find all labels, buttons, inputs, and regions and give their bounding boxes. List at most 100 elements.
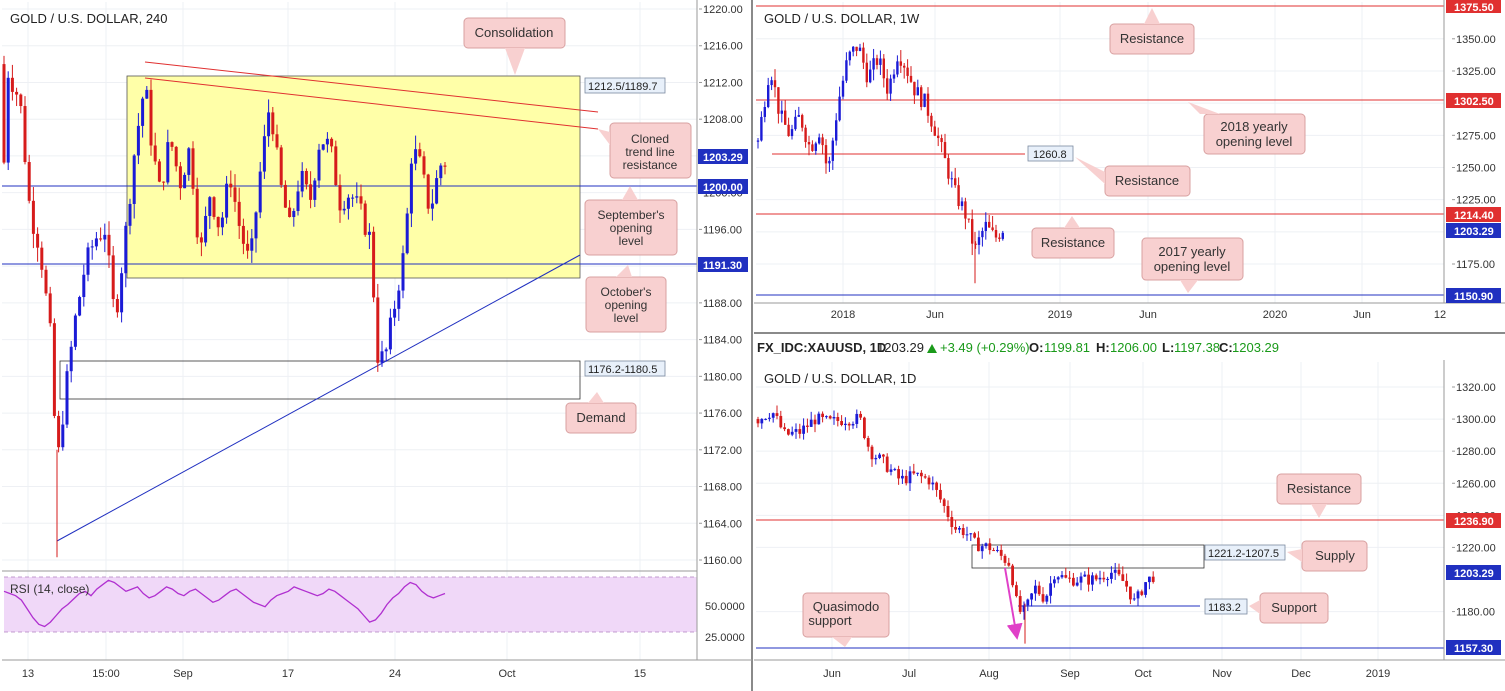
symbol-open: 1199.81 <box>1044 340 1090 355</box>
y-tick-label: 1196.00 <box>703 224 742 236</box>
h4-candle-body <box>250 238 254 251</box>
weekly-candle-body <box>801 115 804 128</box>
daily-candle-body <box>779 415 783 428</box>
cloned-trendline <box>144 77 599 130</box>
h4-october-price-tag: 1191.30 <box>703 260 742 272</box>
daily-candle-body <box>832 417 836 419</box>
h4-candle-body <box>401 253 405 291</box>
h4-candle-body <box>86 247 90 275</box>
h4-candle-body <box>195 188 199 238</box>
h4-candle-body <box>149 89 153 146</box>
demand-zone <box>59 360 581 400</box>
y-tick-label: 1176.00 <box>703 408 742 420</box>
h4-y-axis: 1220.001216.001212.001208.001204.001200.… <box>699 4 743 567</box>
y-tick-label: 1160.00 <box>703 555 742 567</box>
daily-candle-body <box>992 550 995 552</box>
daily-candle-body <box>996 549 999 551</box>
y-tick-label: 1180.00 <box>703 371 742 383</box>
daily-candle-body <box>969 533 973 535</box>
rsi-label: RSI (14, close) <box>10 582 89 596</box>
daily-candle-body <box>1125 580 1128 587</box>
h4-candle-body <box>128 203 132 226</box>
consolidation-zone <box>126 75 581 279</box>
h4-candle-body <box>6 77 10 163</box>
daily-candle-body <box>859 413 862 418</box>
svg-text:Quasimodo: Quasimodo <box>813 599 879 614</box>
d-callout-support: Support <box>1249 592 1329 624</box>
weekly-candle-body <box>811 144 814 151</box>
h4-candle-body <box>132 155 136 204</box>
weekly-candle-body <box>899 61 902 66</box>
h4-candle-body <box>69 346 73 372</box>
x-tick-label: Dec <box>1291 668 1311 680</box>
h4-candle-body <box>40 247 44 270</box>
weekly-candle-body <box>1001 232 1004 239</box>
svg-text:H:: H: <box>1096 340 1110 355</box>
weekly-candle-body <box>930 115 933 127</box>
weekly-candle-body <box>763 107 766 117</box>
h4-candle-body <box>229 183 233 188</box>
x-tick-label: 2018 <box>831 309 855 321</box>
daily-candle-body <box>885 456 889 472</box>
daily-candle-body <box>984 543 988 547</box>
y-tick-label: 1260.00 <box>1456 478 1496 490</box>
weekly-candle-body <box>814 143 817 151</box>
daily-candle-body <box>878 454 881 458</box>
weekly-candle-body <box>974 243 977 245</box>
d-supply-zone <box>971 544 1205 569</box>
h4-candle-body <box>342 208 346 211</box>
h4-candle-body <box>279 147 283 185</box>
weekly-candle-body <box>926 93 930 116</box>
y-tick-label: 1164.00 <box>703 518 742 530</box>
weekly-candle-body <box>950 178 953 180</box>
h4-candle-body <box>78 297 82 316</box>
h4-candle-body <box>418 149 422 157</box>
x-tick-label: Sep <box>1060 668 1080 680</box>
w-callout-2018: 2018 yearly opening level <box>1188 102 1306 155</box>
rsi-band <box>4 577 697 632</box>
h4-candle-body <box>254 212 258 239</box>
svg-text:Cloned: Cloned <box>631 132 669 146</box>
h4-x-axis: 13 15:00 Sep 17 24 Oct 15 <box>22 668 646 680</box>
h4-candle-body <box>216 216 220 228</box>
h4-candle-body <box>267 112 271 137</box>
h4-candle-body <box>183 174 187 189</box>
h4-candle-body <box>435 178 439 204</box>
daily-candle-body <box>1098 577 1102 580</box>
w-1260-label: 1260.8 <box>1033 149 1067 161</box>
h4-candle-body <box>397 290 401 309</box>
daily-candle-body <box>836 417 840 421</box>
daily-candle-body <box>973 533 976 538</box>
daily-candle-body <box>828 416 832 419</box>
daily-candle-body <box>912 471 916 474</box>
daily-candle-body <box>1022 605 1026 612</box>
y-tick-label: 1212.00 <box>703 77 743 89</box>
h4-candle-body <box>157 161 161 182</box>
weekly-candle-body <box>831 140 834 161</box>
h4-title: GOLD / U.S. DOLLAR, 240 <box>10 11 168 26</box>
callout-demand: Demand <box>565 392 637 434</box>
weekly-candle-body <box>818 137 821 144</box>
daily-candle-body <box>1026 599 1030 606</box>
x-tick-label: Oct <box>1134 668 1151 680</box>
svg-text:Demand: Demand <box>576 410 625 425</box>
w-callout-resistance-low: Resistance <box>1031 216 1115 259</box>
weekly-candle-body <box>984 221 987 231</box>
d-supply-range-label: 1221.2-1207.5 <box>1208 548 1279 560</box>
d-tag-1157: 1157.30 <box>1454 643 1493 655</box>
daily-candle-body <box>809 419 813 427</box>
daily-candle-body <box>1045 595 1049 602</box>
svg-text:2018 yearly: 2018 yearly <box>1220 119 1288 134</box>
daily-candle-body <box>897 469 900 479</box>
daily-candle-body <box>1151 576 1155 582</box>
h4-candle-body <box>300 171 304 192</box>
svg-text:Supply: Supply <box>1315 548 1355 563</box>
daily-candle-body <box>806 425 809 427</box>
y-tick-label: 1220.00 <box>703 4 743 16</box>
weekly-candle-body <box>998 237 1001 239</box>
daily-candle-body <box>927 477 931 485</box>
svg-text:opening level: opening level <box>1216 134 1293 149</box>
daily-candle-body <box>1068 577 1071 579</box>
daily-candle-body <box>901 475 904 479</box>
